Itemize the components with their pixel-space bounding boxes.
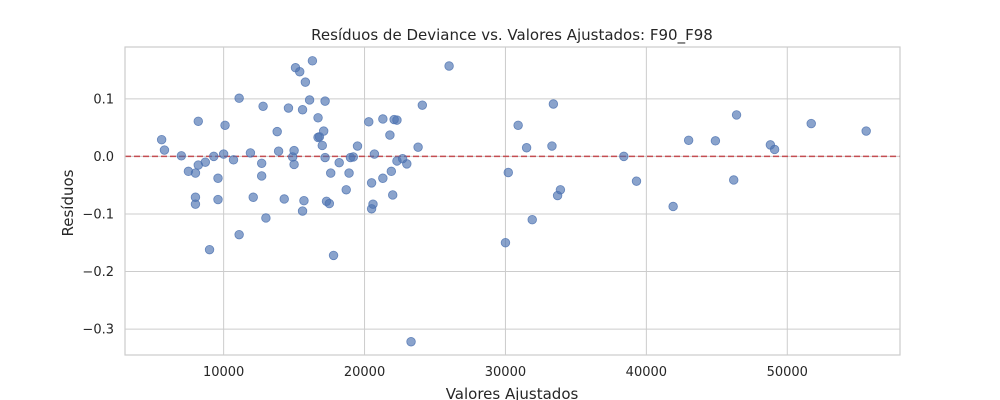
data-point (352, 141, 363, 151)
x-tick-label: 30000 (485, 365, 526, 380)
x-tick-label: 50000 (767, 365, 808, 380)
data-point (729, 175, 739, 185)
data-point (366, 178, 377, 188)
data-point (513, 120, 523, 130)
data-point (344, 168, 354, 178)
data-point (279, 194, 289, 204)
data-point (318, 126, 329, 136)
data-point (176, 151, 187, 161)
data-point (619, 151, 629, 162)
data-point (261, 213, 271, 223)
data-point (769, 144, 780, 155)
data-point (156, 134, 167, 145)
data-point (503, 167, 513, 178)
data-point (258, 101, 268, 111)
data-point (193, 116, 203, 126)
data-point (204, 244, 215, 255)
data-point (406, 337, 416, 347)
data-point (273, 146, 284, 156)
data-point (307, 56, 318, 66)
data-point (548, 99, 559, 109)
data-point (299, 196, 309, 206)
data-point (334, 158, 344, 168)
data-point (320, 152, 330, 163)
data-point (256, 158, 267, 168)
y-tick-label: −0.1 (82, 207, 114, 222)
data-point (289, 145, 299, 156)
data-point (444, 61, 454, 71)
data-point (731, 110, 742, 120)
data-point (190, 199, 201, 209)
data-point (295, 67, 305, 77)
data-point (388, 190, 398, 200)
data-point (710, 136, 721, 146)
data-point (218, 149, 229, 159)
data-point (378, 173, 388, 183)
data-point (256, 171, 267, 181)
data-point (521, 143, 532, 153)
x-tick-label: 10000 (203, 365, 244, 380)
data-point (368, 199, 378, 209)
data-point (190, 168, 201, 178)
data-point (297, 105, 308, 115)
data-point (500, 238, 511, 248)
data-point (861, 126, 871, 136)
data-point (555, 185, 566, 195)
data-point (386, 166, 397, 177)
data-point (283, 103, 294, 113)
data-point (378, 114, 388, 124)
data-point (213, 173, 223, 183)
data-point (326, 168, 336, 178)
data-point (417, 100, 428, 110)
x-axis-label: Valores Ajustados (446, 385, 579, 400)
data-points (156, 56, 871, 347)
plot-frame (124, 46, 901, 356)
y-tick-label: −0.3 (82, 323, 114, 338)
data-point (228, 155, 239, 165)
grid (125, 47, 900, 355)
data-point (317, 140, 327, 151)
data-point (304, 95, 315, 105)
x-tick-label: 20000 (344, 365, 385, 380)
y-axis-label: Resíduos (59, 169, 77, 236)
data-point (234, 93, 244, 103)
data-point (248, 192, 258, 202)
data-point (313, 113, 323, 123)
tick-labels: 10000 20000 30000 40000 50000 −0.3 −0.2 −0.1 0.0… (82, 92, 808, 380)
data-point (234, 229, 244, 240)
data-point (547, 141, 557, 151)
data-point (668, 201, 678, 212)
x-tick-label: 40000 (626, 365, 667, 380)
data-point (348, 152, 358, 162)
data-point (324, 198, 335, 209)
y-tick-label: −0.2 (82, 265, 114, 280)
data-point (402, 159, 412, 169)
data-point (341, 185, 351, 195)
data-point (392, 115, 402, 125)
data-point (300, 77, 311, 87)
data-point (320, 96, 330, 106)
data-point (245, 148, 256, 158)
data-point (209, 151, 219, 162)
data-point (220, 120, 230, 130)
data-point (328, 250, 339, 261)
data-point (289, 159, 299, 170)
data-point (806, 118, 816, 129)
data-point (200, 157, 211, 167)
data-point (527, 215, 537, 225)
data-point (297, 206, 308, 216)
chart-title: Resíduos de Deviance vs. Valores Ajustad… (311, 26, 713, 45)
data-point (159, 145, 170, 155)
data-point (631, 176, 642, 186)
data-point (213, 194, 223, 205)
data-point (272, 126, 282, 137)
data-point (369, 149, 380, 159)
data-point (385, 130, 395, 140)
data-point (683, 135, 694, 145)
data-point (413, 142, 423, 152)
y-tick-label: 0.1 (93, 92, 114, 107)
data-point (364, 117, 374, 127)
y-tick-label: 0.0 (93, 150, 114, 165)
